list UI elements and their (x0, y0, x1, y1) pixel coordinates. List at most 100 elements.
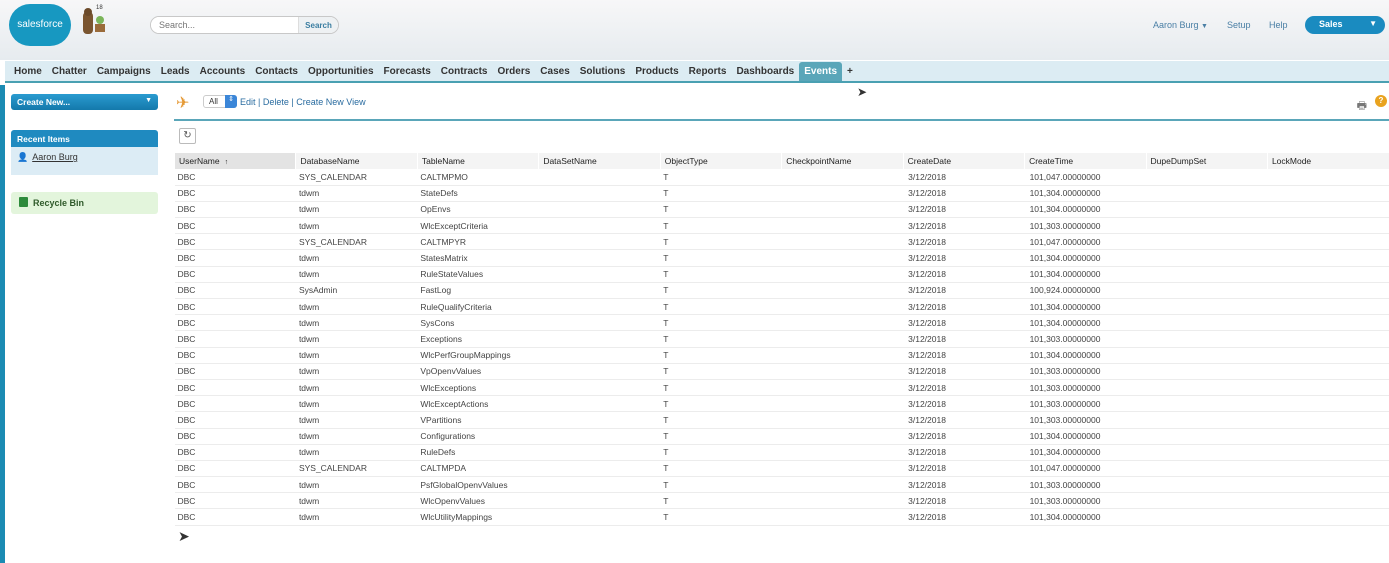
cell-datasetname (538, 249, 661, 267)
view-select[interactable]: All ⇕ (203, 95, 237, 108)
cell-username: DBC (174, 492, 296, 510)
table-row[interactable]: DBC tdwm StatesMatrix T 3/12/2018 101,304.000… (174, 249, 1389, 267)
cell-createdate: 3/12/2018 (903, 492, 1025, 510)
cell-createtime: 101,304.00000000 (1024, 314, 1146, 332)
table-row[interactable]: DBC tdwm WlcExceptActions T 3/12/2018 101,303… (174, 395, 1389, 413)
column-header-dupedumpset[interactable]: DupeDumpSet (1145, 153, 1268, 169)
setup-link[interactable]: Setup (1227, 20, 1251, 30)
table-row[interactable]: DBC SysAdmin FastLog T 3/12/2018 100,924.0000… (174, 282, 1389, 300)
tab-solutions[interactable]: Solutions (579, 65, 626, 77)
tab-events[interactable]: Events (799, 61, 843, 81)
cell-createtime: 101,303.00000000 (1024, 395, 1146, 413)
cell-createtime: 101,047.00000000 (1024, 169, 1146, 186)
table-row[interactable]: DBC tdwm RuleDefs T 3/12/2018 101,304.0000000… (174, 444, 1389, 461)
column-header-username[interactable]: UserName ↑ (173, 153, 296, 169)
sort-ascending-icon: ↑ (224, 159, 229, 166)
app-menu[interactable]: Sales ▼ (1305, 16, 1385, 34)
tab-chatter[interactable]: Chatter (51, 65, 87, 77)
create-new-view-link[interactable]: Create New View (296, 97, 366, 107)
tab-leads[interactable]: Leads (160, 65, 190, 77)
cell-datasetname (538, 217, 661, 235)
table-row[interactable]: DBC tdwm PsfGlobalOpenvValues T 3/12/2018 101… (174, 476, 1389, 494)
search-input[interactable] (151, 17, 298, 33)
create-new-button[interactable]: Create New... ▼ (11, 94, 158, 110)
tab-contacts[interactable]: Contacts (255, 65, 298, 77)
events-plane-icon: ✈ (176, 95, 190, 112)
cell-databasename: tdwm (295, 314, 418, 332)
cell-username: DBC (174, 266, 296, 283)
tab-opportunities[interactable]: Opportunities (307, 65, 374, 77)
table-row[interactable]: DBC tdwm VPartitions T 3/12/2018 101,303.0000… (174, 411, 1389, 429)
delete-view-link[interactable]: Delete (262, 97, 289, 107)
table-row[interactable]: DBC SYS_CALENDAR CALTMPYR T 3/12/2018 101,047… (174, 233, 1389, 251)
cell-username: DBC (174, 249, 296, 267)
cell-lockmode (1267, 460, 1389, 478)
salesforce-logo[interactable]: salesforce (9, 4, 71, 46)
column-header-objecttype[interactable]: ObjectType (659, 153, 782, 169)
cell-username: DBC (174, 395, 296, 413)
cell-createtime: 101,303.00000000 (1024, 379, 1146, 397)
tab-contracts[interactable]: Contracts (440, 65, 488, 77)
column-header-checkpointname[interactable]: CheckpointName (781, 153, 904, 169)
tab-accounts[interactable]: Accounts (199, 65, 246, 77)
cell-lockmode (1267, 201, 1389, 219)
recycle-bin-link[interactable]: Recycle Bin (11, 192, 158, 214)
table-row[interactable]: DBC tdwm VpOpenvValues T 3/12/2018 101,303.00… (174, 363, 1389, 380)
cell-objecttype: T (660, 508, 782, 526)
tab-campaigns[interactable]: Campaigns (96, 65, 151, 77)
help-link[interactable]: Help (1269, 20, 1288, 30)
cell-username: DBC (174, 508, 296, 526)
table-row[interactable]: DBC tdwm WlcPerfGroupMappings T 3/12/2018 101… (174, 347, 1389, 364)
recent-item[interactable]: Aaron Burg (32, 152, 78, 162)
cell-checkpointname (781, 201, 904, 219)
table-row[interactable]: DBC tdwm WlcOpenvValues T 3/12/2018 101,303.0… (174, 492, 1389, 510)
cell-datasetname (538, 347, 661, 364)
table-row[interactable]: DBC tdwm WlcUtilityMappings T 3/12/2018 101,3… (174, 508, 1389, 526)
table-row[interactable]: DBC tdwm Configurations T 3/12/2018 101,304.0… (174, 428, 1389, 445)
cell-lockmode (1267, 249, 1389, 267)
cell-username: DBC (174, 330, 296, 348)
table-row[interactable]: DBC tdwm WlcExceptions T 3/12/2018 101,303.00… (174, 379, 1389, 397)
table-row[interactable]: DBC tdwm RuleQualifyCriteria T 3/12/2018 101,… (174, 298, 1389, 316)
user-menu[interactable]: Aaron Burg ▼ (1153, 20, 1208, 30)
tab-products[interactable]: Products (635, 65, 679, 77)
help-icon[interactable]: ? (1375, 95, 1387, 107)
table-row[interactable]: DBC tdwm WlcExceptCriteria T 3/12/2018 101,30… (174, 217, 1389, 235)
refresh-button[interactable]: ↻ (179, 128, 196, 144)
tab-reports[interactable]: Reports (688, 65, 727, 77)
column-header-createdate[interactable]: CreateDate (902, 153, 1025, 169)
cell-createdate: 3/12/2018 (903, 249, 1025, 267)
table-row[interactable]: DBC tdwm RuleStateValues T 3/12/2018 101,304.… (174, 266, 1389, 283)
cell-dupedumpset (1146, 363, 1268, 380)
tab-add[interactable]: + (847, 65, 853, 77)
column-header-createtime[interactable]: CreateTime (1024, 153, 1146, 169)
refresh-icon: ↻ (183, 130, 192, 141)
cell-username: DBC (174, 379, 296, 397)
print-icon[interactable]: 🖶 (1356, 100, 1367, 112)
cell-datasetname (538, 282, 661, 300)
column-header-tablename[interactable]: TableName (416, 153, 539, 169)
table-row[interactable]: DBC SYS_CALENDAR CALTMPDA T 3/12/2018 101,047… (174, 460, 1389, 478)
edit-view-link[interactable]: Edit (240, 97, 256, 107)
table-row[interactable]: DBC tdwm Exceptions T 3/12/2018 101,303.00000… (174, 330, 1389, 348)
cell-tablename: VPartitions (417, 411, 539, 429)
tab-dashboards[interactable]: Dashboards (736, 65, 795, 77)
table-row[interactable]: DBC tdwm StateDefs T 3/12/2018 101,304.000000… (174, 185, 1389, 202)
table-row[interactable]: DBC SYS_CALENDAR CALTMPMO T 3/12/2018 101,047… (174, 169, 1389, 186)
cell-createdate: 3/12/2018 (903, 330, 1025, 348)
tab-cases[interactable]: Cases (540, 65, 570, 77)
column-header-datasetname[interactable]: DataSetName (538, 153, 661, 169)
table-row[interactable]: DBC tdwm OpEnvs T 3/12/2018 101,304.00000000 (174, 201, 1389, 219)
tab-forecasts[interactable]: Forecasts (383, 65, 431, 77)
tab-home[interactable]: Home (14, 65, 42, 77)
tab-orders[interactable]: Orders (497, 65, 531, 77)
column-header-databasename[interactable]: DatabaseName (295, 153, 418, 169)
cell-checkpointname (781, 314, 904, 332)
table-row[interactable]: DBC tdwm SysCons T 3/12/2018 101,304.00000000 (174, 314, 1389, 332)
search-button[interactable]: Search (298, 17, 338, 33)
caret-down-icon: ▼ (1369, 19, 1377, 28)
cell-createtime: 101,303.00000000 (1024, 217, 1146, 235)
column-header-lockmode[interactable]: LockMode (1266, 153, 1389, 169)
cell-datasetname (538, 233, 661, 251)
cell-datasetname (538, 266, 661, 283)
